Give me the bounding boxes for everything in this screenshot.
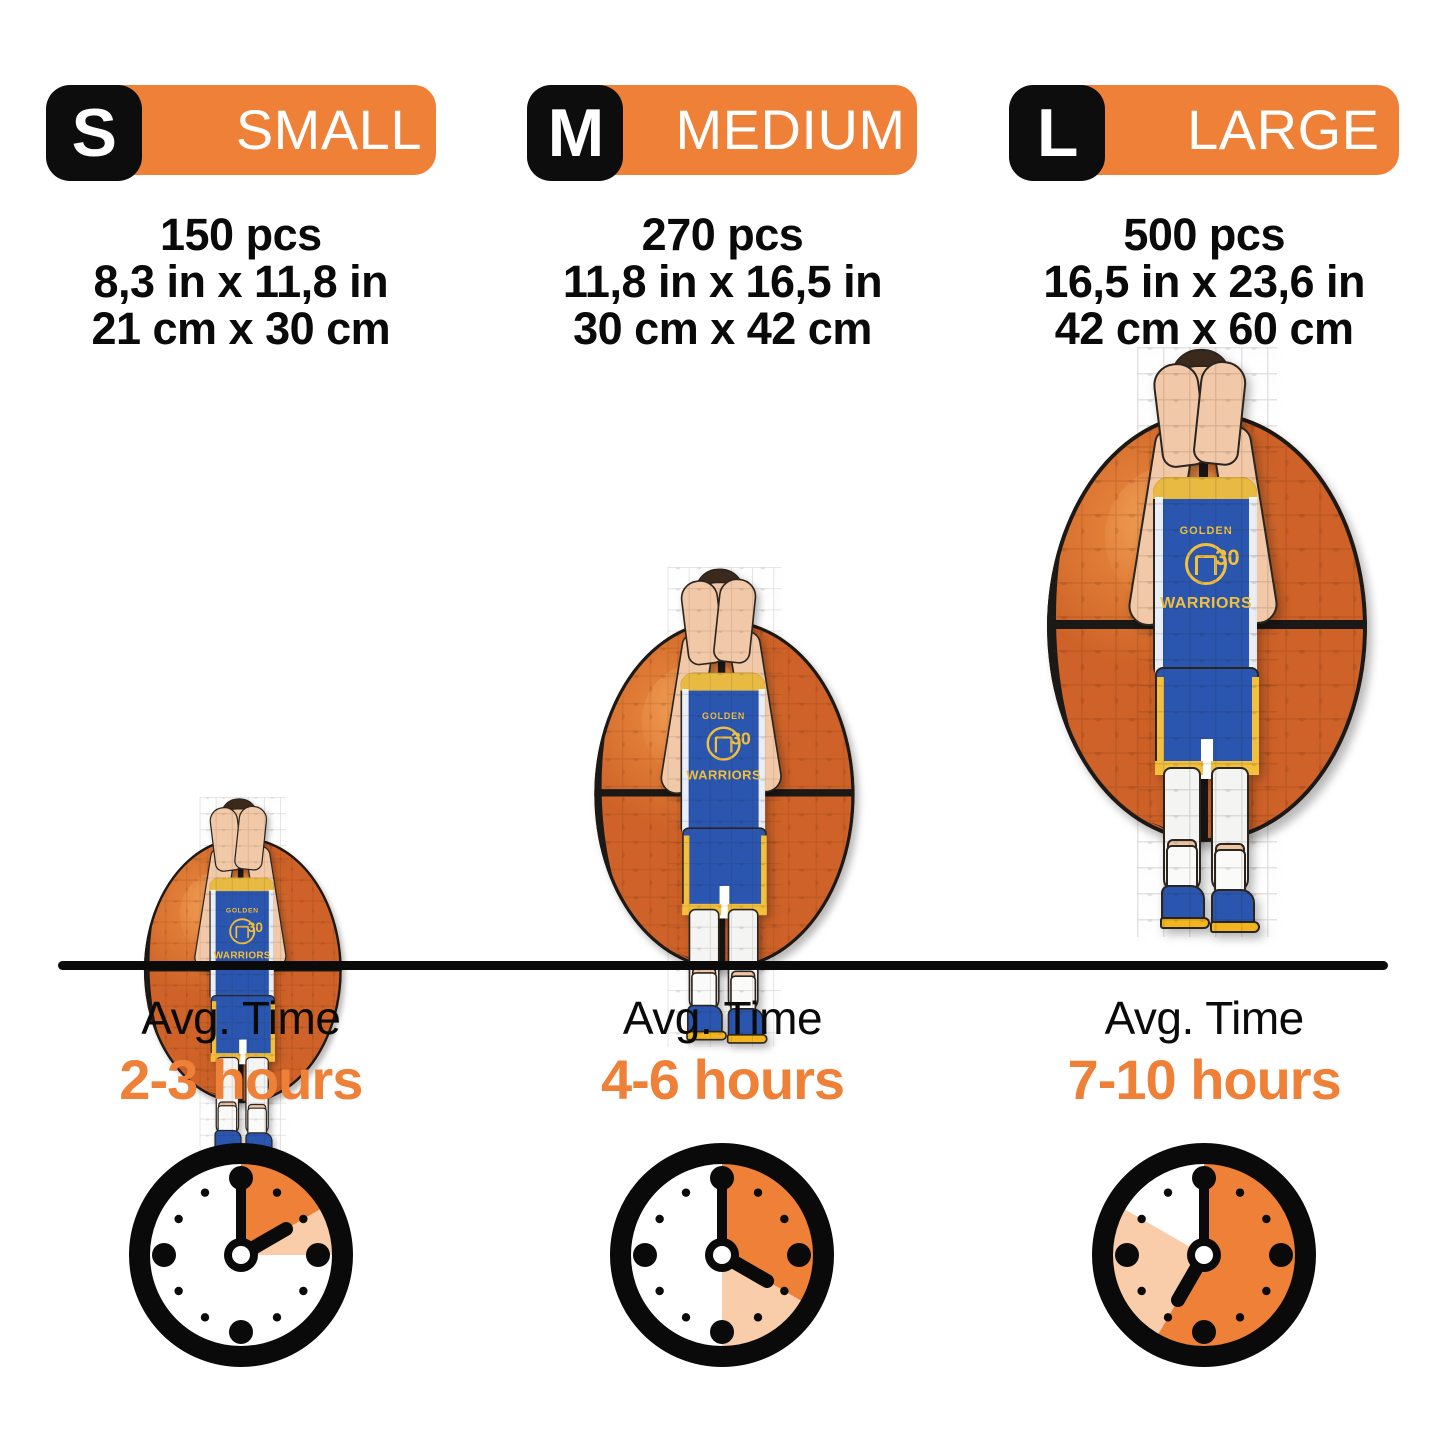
size-specs-small: 150 pcs 8,3 in x 11,8 in 21 cm x 30 cm xyxy=(91,211,390,352)
clock-icon-small xyxy=(116,1130,366,1380)
average-time-section: Avg. Time 2-3 hours Avg. Time 4-6 hours … xyxy=(0,985,1445,1445)
jersey-number: 30 xyxy=(731,728,752,749)
size-specs-medium: 270 pcs 11,8 in x 16,5 in 30 cm x 42 cm xyxy=(562,209,883,354)
time-column-small: Avg. Time 2-3 hours xyxy=(0,985,482,1445)
jersey-side-stripe-left xyxy=(1155,497,1164,675)
jersey-bridge-icon xyxy=(1195,555,1218,575)
jersey-team-bottom-text: WARRIORS xyxy=(686,768,762,783)
avg-time-value-small: 2-3 hours xyxy=(119,1047,363,1111)
jersey-team-bottom-text: WARRIORS xyxy=(1160,595,1253,612)
player-sole-left xyxy=(1160,917,1211,929)
shorts-stripe-left xyxy=(684,835,690,914)
jersey-number: 30 xyxy=(247,919,263,936)
dimensions-inches-small: 8,3 in x 11,8 in xyxy=(93,256,389,307)
size-column-medium: MEDIUM M 270 pcs 11,8 in x 16,5 in 30 cm… xyxy=(482,0,964,1047)
dimensions-cm-small: 21 cm x 30 cm xyxy=(91,303,391,354)
dimensions-cm-large: 42 cm x 60 cm xyxy=(1054,303,1354,354)
avg-time-label-small: Avg. Time xyxy=(141,992,341,1044)
jersey-team-top-text: GOLDEN xyxy=(1179,525,1233,537)
clock-face xyxy=(1092,1143,1317,1368)
jersey-side-stripe-left xyxy=(210,889,216,1000)
size-name-large: LARGE xyxy=(1187,98,1380,161)
size-letter-small: S xyxy=(71,95,117,171)
product-image-large: GOLDEN 30 WARRIORS xyxy=(963,347,1445,937)
jersey-team-top-text: GOLDEN xyxy=(702,711,746,722)
clock-face xyxy=(128,1143,353,1368)
shorts-stripe-right xyxy=(1252,677,1260,773)
size-badge-medium: M xyxy=(527,85,624,181)
size-name-small: SMALL xyxy=(235,98,422,161)
size-header-large: LARGE L xyxy=(1009,85,1400,181)
player-figure-large: GOLDEN 30 WARRIORS xyxy=(1097,347,1312,937)
dimensions-inches-large: 16,5 in x 23,6 in xyxy=(1043,256,1365,307)
avg-time-label-medium: Avg. Time xyxy=(622,992,823,1044)
size-badge-large: L xyxy=(1009,85,1106,181)
jersey-side-stripe-left xyxy=(682,689,690,834)
jersey-side-stripe-right xyxy=(759,689,766,834)
player-jersey xyxy=(680,672,766,836)
jersey-bridge-logo xyxy=(229,918,256,945)
shorts-center-notch xyxy=(1201,739,1214,779)
avg-time-value-large: 7-10 hours xyxy=(1067,1047,1342,1111)
shorts-stripe-right xyxy=(270,1001,275,1061)
player-sole-right xyxy=(1210,921,1261,933)
jersey-bridge-logo xyxy=(707,726,742,761)
size-letter-medium: M xyxy=(547,95,605,171)
size-bar-medium: MEDIUM xyxy=(575,85,918,175)
clock-icon-large xyxy=(1079,1130,1329,1380)
size-letter-large: L xyxy=(1036,95,1079,171)
shorts-stripe-right xyxy=(761,835,768,914)
jersey-bridge-icon xyxy=(715,736,734,753)
shorts-center-notch xyxy=(238,1039,247,1065)
size-header-small: SMALL S xyxy=(45,85,436,181)
jersey-bridge-logo xyxy=(1185,543,1228,585)
piece-count-small: 150 pcs xyxy=(160,209,322,260)
size-specs-large: 500 pcs 16,5 in x 23,6 in 42 cm x 60 cm xyxy=(1043,211,1365,352)
piece-count-medium: 270 pcs xyxy=(641,209,804,260)
jersey-team-bottom-text: WARRIORS xyxy=(213,950,271,961)
size-column-large: LARGE L 500 pcs 16,5 in x 23,6 in 42 cm … xyxy=(963,0,1445,945)
piece-count-large: 500 pcs xyxy=(1123,209,1285,260)
jersey-collar-trim xyxy=(1153,477,1258,499)
shorts-stripe-left xyxy=(1157,677,1165,773)
player-sole-right xyxy=(727,1033,769,1044)
jersey-collar-trim xyxy=(209,877,274,892)
jersey-bridge-icon xyxy=(235,925,249,939)
section-divider xyxy=(58,961,1388,970)
dimensions-cm-medium: 30 cm x 42 cm xyxy=(573,303,872,354)
product-image-small: GOLDEN 30 WARRIORS xyxy=(0,572,482,1162)
shorts-center-notch xyxy=(720,885,730,919)
player-sole-left xyxy=(686,1030,728,1041)
time-column-medium: Avg. Time 4-6 hours xyxy=(482,985,964,1445)
time-column-large: Avg. Time 7-10 hours xyxy=(963,985,1445,1445)
jersey-collar-trim xyxy=(680,672,766,691)
player-figure-medium: GOLDEN 30 WARRIORS xyxy=(635,567,810,1047)
player-sock-left xyxy=(1166,845,1199,891)
size-name-medium: MEDIUM xyxy=(675,98,906,161)
dimensions-inches-medium: 11,8 in x 16,5 in xyxy=(562,256,883,307)
size-bar-small: SMALL xyxy=(93,85,436,175)
size-bar-large: LARGE xyxy=(1057,85,1400,175)
size-column-small: SMALL S 150 pcs 8,3 in x 11,8 in 21 cm x… xyxy=(0,0,482,1162)
avg-time-label-large: Avg. Time xyxy=(1104,992,1305,1044)
jersey-number: 30 xyxy=(1215,545,1240,570)
size-columns: SMALL S 150 pcs 8,3 in x 11,8 in 21 cm x… xyxy=(0,0,1445,1162)
size-badge-small: S xyxy=(45,85,142,181)
jersey-side-stripe-right xyxy=(268,889,274,1000)
jersey-side-stripe-right xyxy=(1249,497,1258,675)
shorts-stripe-left xyxy=(211,1001,217,1061)
player-sock-left xyxy=(691,972,718,1010)
size-header-medium: MEDIUM M xyxy=(527,85,918,181)
clock-icon-medium xyxy=(597,1130,847,1380)
avg-time-value-medium: 4-6 hours xyxy=(600,1047,845,1111)
product-image-medium: GOLDEN 30 WARRIORS xyxy=(482,457,964,1047)
clock-face xyxy=(610,1143,835,1368)
jersey-team-top-text: GOLDEN xyxy=(225,907,259,915)
